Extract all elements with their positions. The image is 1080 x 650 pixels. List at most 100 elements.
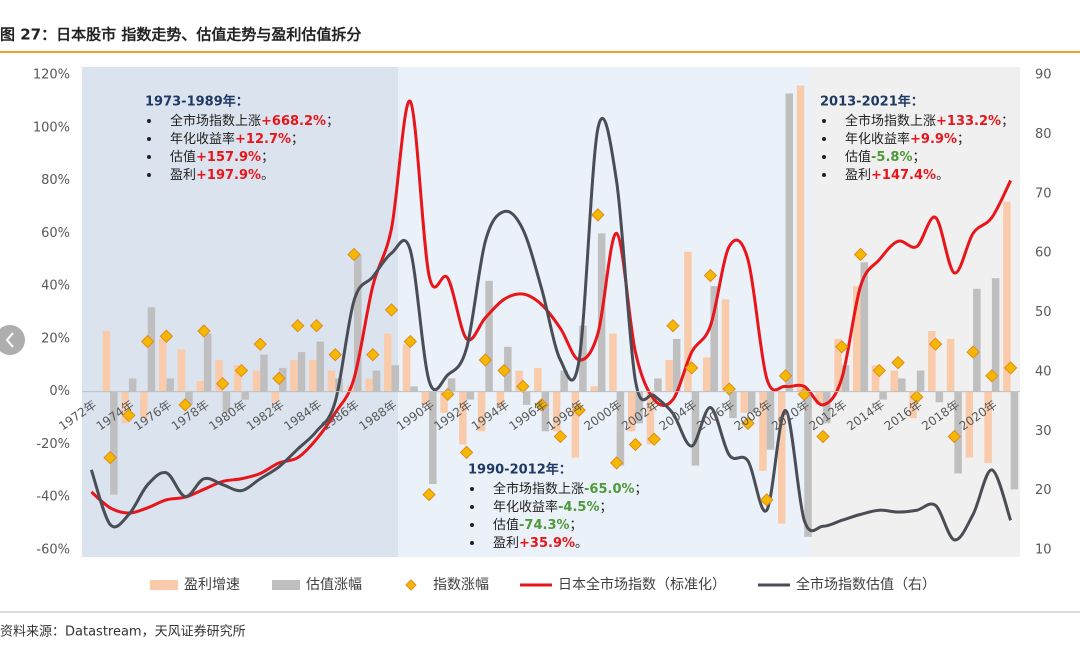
bar <box>991 278 1000 392</box>
bar <box>635 391 643 424</box>
bar <box>496 391 505 408</box>
bar <box>316 341 324 392</box>
bar <box>365 378 373 392</box>
annotation-item: 全市场指数上涨+133.2%； <box>845 113 1014 129</box>
diamond-marker <box>140 334 155 349</box>
legend-swatch <box>405 579 417 591</box>
source: 资料来源：Datastream，天风证券研究所 <box>0 624 246 640</box>
diamond-marker <box>985 369 999 383</box>
bar <box>477 391 486 432</box>
bar <box>778 391 786 524</box>
diamond-marker <box>309 318 324 333</box>
annotation-end: ； <box>570 518 583 533</box>
diamond-marker <box>572 403 586 417</box>
bar <box>796 85 805 392</box>
bar <box>691 391 700 466</box>
bar <box>290 360 298 392</box>
bar <box>710 286 718 392</box>
y2-tick-label: 50 <box>1035 305 1052 320</box>
bar <box>815 391 824 405</box>
y-tick-label: -40% <box>36 490 70 505</box>
diamond-marker <box>778 369 793 383</box>
bar <box>485 280 493 392</box>
bullet <box>470 487 474 491</box>
bar <box>973 288 981 392</box>
legend-swatch <box>150 580 178 590</box>
bar <box>916 370 925 392</box>
bar <box>785 93 793 392</box>
bar <box>740 391 748 413</box>
y2-tick-label: 40 <box>1035 364 1052 379</box>
annotation-value: +9.9% <box>910 132 957 147</box>
annotation-end: ； <box>326 114 339 129</box>
diamond-marker <box>853 247 868 262</box>
diamond-marker <box>760 493 774 507</box>
annotation-label: 全市场指数上涨 <box>170 113 261 129</box>
y-tick-label: 60% <box>41 226 70 241</box>
diamond-marker <box>197 324 211 338</box>
bar <box>158 338 167 392</box>
bullet <box>822 119 826 123</box>
diamond-marker <box>253 337 267 351</box>
annotation-label: 盈利 <box>170 168 196 183</box>
bar <box>391 365 400 392</box>
bar <box>1003 201 1011 392</box>
annotation-value: +668.2% <box>261 114 326 129</box>
bar <box>297 352 306 392</box>
bar <box>759 391 767 471</box>
diamond-marker <box>609 456 624 470</box>
diamond-marker <box>1003 361 1018 375</box>
bar <box>766 391 775 450</box>
diamond-marker <box>666 318 680 333</box>
y-tick-label: 0% <box>49 384 70 399</box>
bar <box>665 360 673 392</box>
annotation-label: 年化收益率 <box>493 499 558 515</box>
diamond-marker <box>703 268 718 283</box>
bar <box>954 391 962 474</box>
diamond-marker <box>534 398 549 412</box>
annotation-end: ； <box>599 500 612 515</box>
diamond-marker <box>628 437 643 452</box>
diamond-marker <box>122 408 136 423</box>
diamond-marker <box>891 355 905 370</box>
diamond-marker <box>403 334 418 349</box>
annotation-label: 全市场指数上涨 <box>845 113 936 129</box>
bar <box>984 391 992 463</box>
bar <box>823 391 831 424</box>
bar <box>552 391 561 432</box>
nav-button[interactable] <box>0 325 25 355</box>
bar <box>747 391 756 413</box>
bar <box>909 391 917 419</box>
annotation-end: ； <box>261 150 274 165</box>
legend-label: 日本全市场指数（标准化） <box>558 576 726 593</box>
diamond-marker <box>459 445 474 460</box>
y2-tick-label: 10 <box>1035 543 1052 558</box>
y-tick-label: 40% <box>41 279 70 294</box>
y2-tick-label: 70 <box>1035 186 1052 201</box>
bar <box>252 370 261 392</box>
y2-tick-label: 80 <box>1035 127 1052 142</box>
annotation-title: 1990-2012年： <box>468 462 572 478</box>
legend-label: 指数涨幅 <box>433 577 489 593</box>
diamond-marker <box>478 353 493 367</box>
bar <box>260 354 268 392</box>
bar <box>440 391 448 413</box>
bullet <box>470 523 474 527</box>
bar <box>860 262 869 392</box>
legend-label: 盈利增速 <box>184 577 240 593</box>
bullet <box>470 505 474 509</box>
annotation-title: 2013-2021年： <box>820 94 924 110</box>
diamond-marker <box>966 345 980 359</box>
bar <box>560 370 568 392</box>
bullet <box>822 137 826 141</box>
diamond-marker <box>928 337 943 351</box>
annotation-item: 估值-74.3%； <box>493 517 583 533</box>
bar <box>871 365 880 392</box>
annotation-value: -5.8% <box>871 150 912 165</box>
diamond-marker <box>684 361 699 375</box>
bullet <box>147 155 151 159</box>
bar <box>654 378 662 392</box>
annotation-end: ； <box>291 132 304 147</box>
bar <box>327 370 336 392</box>
bar <box>402 344 411 392</box>
